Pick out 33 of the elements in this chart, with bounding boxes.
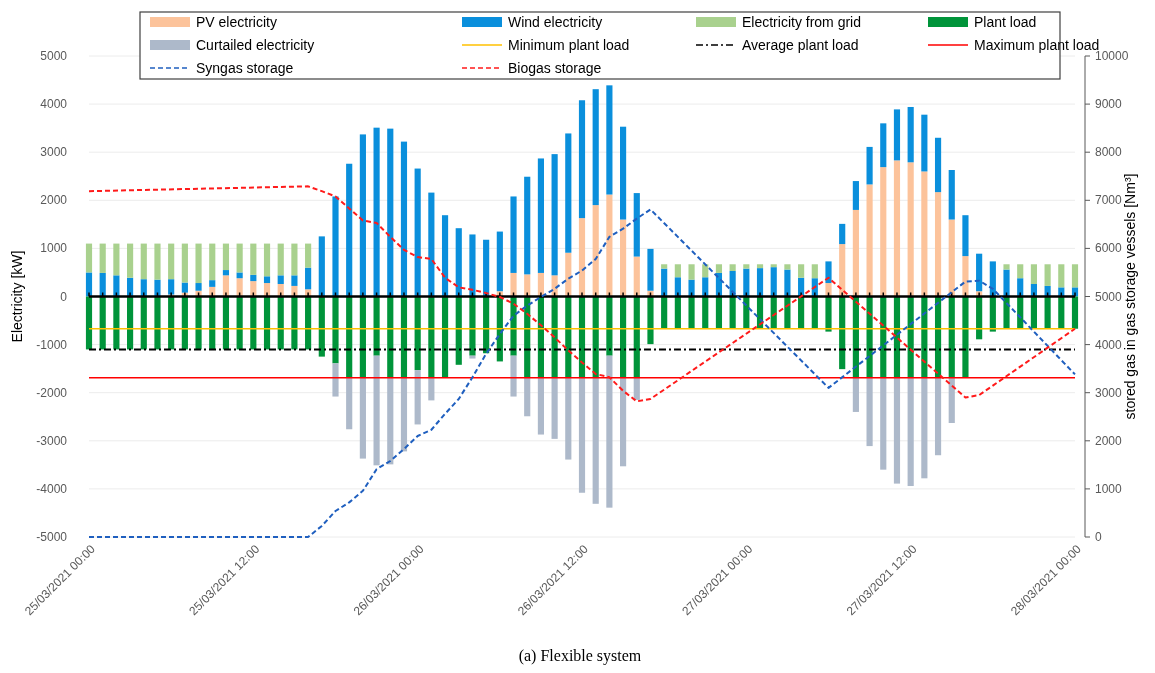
y-tick-label: -4000 [36, 481, 68, 496]
y2-tick-label: 1000 [1095, 481, 1123, 496]
y-tick-label: -5000 [36, 530, 68, 544]
y2-tick-label: 9000 [1095, 97, 1123, 112]
y-tick-label: 0 [60, 289, 68, 304]
y2-tick-label: 4000 [1095, 337, 1123, 352]
y2-tick-label: 5000 [1095, 289, 1123, 304]
y2-tick-label: 7000 [1095, 193, 1123, 208]
y-tick-label: 1000 [40, 241, 68, 256]
y-tick-label: 5000 [40, 49, 68, 63]
y-axis-title: Electricity [kW] [9, 250, 25, 343]
y2-tick-label: 3000 [1095, 385, 1123, 400]
y-tick-label: -2000 [36, 385, 68, 400]
y-tick-label: 4000 [40, 97, 68, 112]
y2-tick-label: 8000 [1095, 145, 1123, 160]
y-tick-label: -1000 [36, 337, 68, 352]
y2-tick-label: 2000 [1095, 433, 1123, 448]
legend-label: Curtailed electricity [196, 37, 315, 53]
legend-label: Syngas storage [196, 60, 294, 76]
y2-tick-label: 6000 [1095, 241, 1123, 256]
legend-label: Average plant load [742, 37, 859, 53]
y-tick-label: 3000 [40, 145, 68, 160]
legend-label: Minimum plant load [508, 37, 630, 53]
y-tick-label: 2000 [40, 193, 68, 208]
y2-tick-label: 0 [1095, 530, 1102, 544]
y-tick-label: -3000 [36, 433, 68, 448]
legend-label: PV electricity [196, 14, 277, 30]
legend-label: Electricity from grid [742, 14, 862, 30]
legend-label: Wind electricity [508, 14, 603, 30]
legend-label: Plant load [974, 14, 1037, 30]
legend-label: Biogas storage [508, 60, 602, 76]
text: (a) Flexible system [518, 647, 642, 665]
y2-axis-title: stored gas in gas storage vessels [Nm³] [1122, 173, 1138, 420]
